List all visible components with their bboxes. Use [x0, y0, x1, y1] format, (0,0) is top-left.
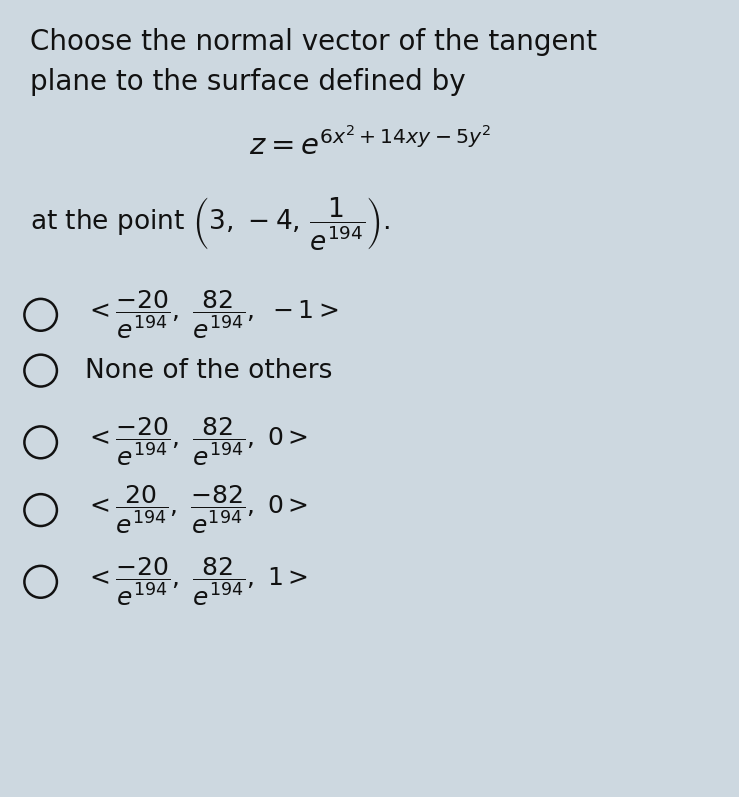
- Text: $<\dfrac{-20}{e^{194}},\ \dfrac{82}{e^{194}},\ -1>$: $<\dfrac{-20}{e^{194}},\ \dfrac{82}{e^{1…: [85, 289, 339, 341]
- Text: None of the others: None of the others: [85, 358, 333, 383]
- Text: $<\dfrac{20}{e^{194}},\ \dfrac{-82}{e^{194}},\ 0>$: $<\dfrac{20}{e^{194}},\ \dfrac{-82}{e^{1…: [85, 484, 308, 536]
- Text: $z = e^{6x^2+14xy-5y^2}$: $z = e^{6x^2+14xy-5y^2}$: [249, 128, 490, 161]
- Text: $<\dfrac{-20}{e^{194}},\ \dfrac{82}{e^{194}},\ 0>$: $<\dfrac{-20}{e^{194}},\ \dfrac{82}{e^{1…: [85, 416, 308, 469]
- Text: Choose the normal vector of the tangent: Choose the normal vector of the tangent: [30, 28, 596, 56]
- Text: plane to the surface defined by: plane to the surface defined by: [30, 68, 465, 96]
- Text: at the point $\left(3,\,-4,\,\dfrac{1}{e^{194}}\right).$: at the point $\left(3,\,-4,\,\dfrac{1}{e…: [30, 195, 389, 253]
- Text: $<\dfrac{-20}{e^{194}},\ \dfrac{82}{e^{194}},\ 1>$: $<\dfrac{-20}{e^{194}},\ \dfrac{82}{e^{1…: [85, 556, 308, 608]
